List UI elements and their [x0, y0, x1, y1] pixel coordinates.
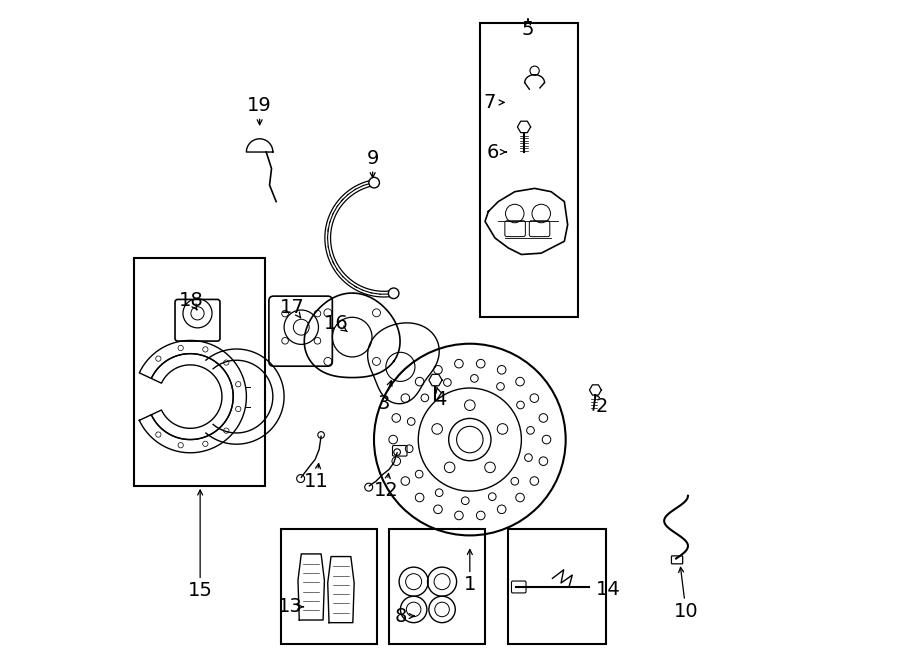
Text: 5: 5	[522, 20, 535, 39]
Text: 2: 2	[596, 397, 608, 416]
Text: 9: 9	[366, 149, 379, 168]
Text: 10: 10	[674, 602, 698, 621]
Circle shape	[445, 462, 455, 473]
Text: 1: 1	[464, 576, 476, 594]
Bar	[389, 529, 485, 644]
Text: 13: 13	[278, 598, 302, 616]
Text: 3: 3	[378, 394, 390, 412]
Text: 7: 7	[483, 93, 496, 112]
Circle shape	[369, 177, 380, 188]
Text: 6: 6	[487, 143, 500, 161]
Bar	[134, 258, 265, 486]
Bar	[480, 23, 578, 317]
Text: 8: 8	[394, 607, 407, 625]
Text: 12: 12	[374, 481, 399, 500]
Text: 14: 14	[597, 580, 621, 599]
Text: 16: 16	[324, 315, 348, 333]
Text: 18: 18	[178, 292, 203, 310]
Circle shape	[485, 462, 495, 473]
Text: 19: 19	[248, 97, 272, 115]
Text: 15: 15	[188, 582, 212, 600]
Text: 17: 17	[280, 298, 305, 317]
Bar	[282, 529, 377, 644]
Circle shape	[464, 400, 475, 410]
Text: 11: 11	[304, 472, 328, 490]
Bar	[508, 529, 606, 644]
Circle shape	[497, 424, 508, 434]
Circle shape	[389, 288, 399, 299]
Circle shape	[432, 424, 443, 434]
Text: 4: 4	[434, 391, 446, 409]
